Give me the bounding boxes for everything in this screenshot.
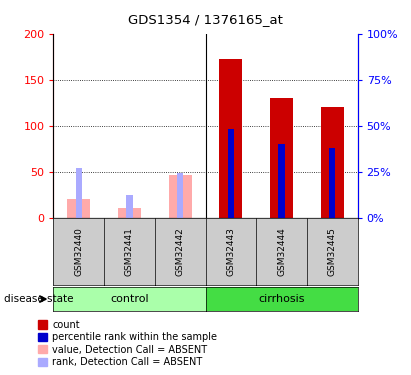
Text: GSM32443: GSM32443 — [226, 227, 236, 276]
Bar — [76, 168, 82, 217]
Bar — [177, 173, 183, 217]
Text: GDS1354 / 1376165_at: GDS1354 / 1376165_at — [128, 13, 283, 26]
Bar — [270, 98, 293, 218]
Text: GSM32442: GSM32442 — [175, 227, 185, 276]
Bar — [169, 175, 192, 217]
Text: GSM32445: GSM32445 — [328, 227, 337, 276]
Bar — [67, 199, 90, 217]
Bar — [219, 60, 242, 217]
Text: disease state: disease state — [4, 294, 74, 304]
Bar — [127, 195, 132, 217]
Text: GSM32440: GSM32440 — [74, 227, 83, 276]
Bar — [329, 148, 335, 217]
Bar — [321, 107, 344, 218]
Bar — [228, 129, 234, 218]
Text: GSM32441: GSM32441 — [125, 227, 134, 276]
Bar — [279, 144, 284, 218]
Text: control: control — [110, 294, 149, 304]
Legend: count, percentile rank within the sample, value, Detection Call = ABSENT, rank, : count, percentile rank within the sample… — [38, 320, 217, 367]
Text: GSM32444: GSM32444 — [277, 227, 286, 276]
Text: cirrhosis: cirrhosis — [258, 294, 305, 304]
Bar — [118, 209, 141, 218]
